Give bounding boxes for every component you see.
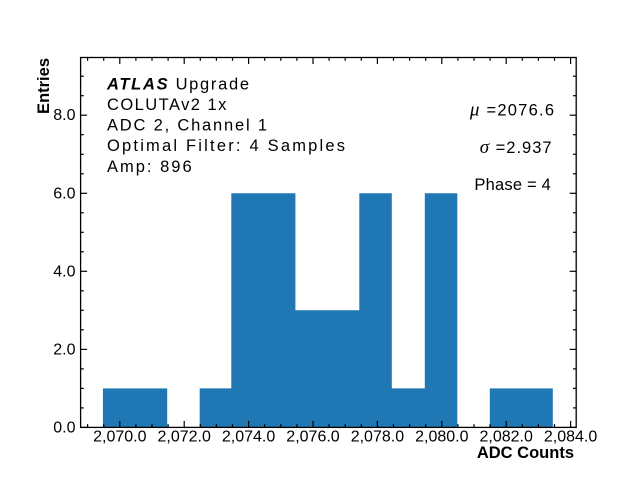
svg-text:ATLAS Upgrade: ATLAS Upgrade: [106, 75, 251, 93]
svg-text:Entries: Entries: [35, 58, 53, 114]
svg-text:ADC Counts: ADC Counts: [477, 444, 574, 462]
svg-text:2,072.0: 2,072.0: [158, 429, 211, 446]
svg-text:4.0: 4.0: [53, 263, 75, 280]
svg-text:2.0: 2.0: [53, 342, 75, 359]
svg-text:COLUTAv2 1x: COLUTAv2 1x: [107, 96, 228, 114]
svg-text:6.0: 6.0: [53, 185, 75, 202]
svg-text:ADC 2, Channel 1: ADC 2, Channel 1: [107, 117, 269, 135]
svg-text:2,070.0: 2,070.0: [93, 429, 146, 446]
svg-text:2,078.0: 2,078.0: [351, 429, 404, 446]
svg-text:Phase = 4: Phase = 4: [474, 176, 551, 194]
svg-text:2,076.0: 2,076.0: [286, 429, 339, 446]
svg-text:σ =2.937: σ =2.937: [480, 137, 553, 158]
svg-text:2,084.0: 2,084.0: [544, 429, 597, 446]
svg-text:Amp: 896: Amp: 896: [107, 158, 194, 176]
svg-text:8.0: 8.0: [53, 107, 75, 124]
svg-text:Optimal Filter: 4 Samples: Optimal Filter: 4 Samples: [107, 137, 347, 155]
svg-text:0.0: 0.0: [53, 420, 75, 437]
svg-text:2,080.0: 2,080.0: [415, 429, 468, 446]
svg-text:2,082.0: 2,082.0: [480, 429, 533, 446]
svg-text:μ =2076.6: μ =2076.6: [469, 99, 555, 120]
svg-text:2,074.0: 2,074.0: [222, 429, 275, 446]
